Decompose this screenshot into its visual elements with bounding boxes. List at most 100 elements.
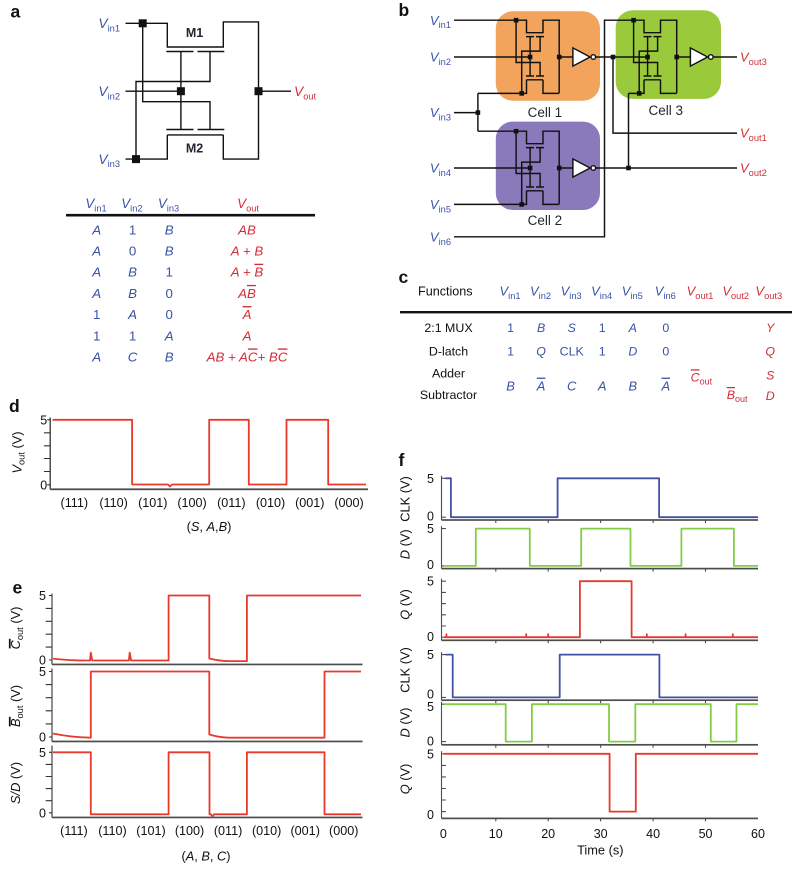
svg-text:1: 1 (129, 328, 136, 343)
svg-text:B: B (628, 379, 637, 394)
svg-text:e: e (13, 578, 23, 598)
svg-text:(001): (001) (290, 824, 319, 838)
svg-text:0: 0 (662, 345, 669, 359)
svg-text:A: A (91, 265, 101, 280)
svg-text:A: A (536, 379, 546, 394)
svg-text:Vin3: Vin3 (430, 105, 451, 122)
svg-text:D: D (628, 345, 637, 359)
svg-text:(S, A,B): (S, A,B) (187, 519, 232, 534)
svg-text:A: A (597, 379, 607, 394)
svg-text:AB + AC+ BC: AB + AC+ BC (206, 349, 288, 364)
svg-text:a: a (11, 1, 21, 21)
svg-text:(100): (100) (175, 824, 204, 838)
svg-text:S: S (766, 368, 775, 382)
svg-text:Subtractor: Subtractor (420, 388, 477, 402)
svg-text:5: 5 (427, 575, 434, 589)
svg-text:Vout (V): Vout (V) (10, 431, 27, 473)
svg-text:c: c (399, 267, 409, 287)
svg-text:B: B (128, 265, 137, 280)
svg-text:D (V): D (V) (398, 708, 413, 738)
svg-text:C: C (128, 349, 138, 364)
svg-text:M1: M1 (186, 26, 203, 40)
svg-text:(001): (001) (295, 496, 324, 510)
svg-text:1: 1 (93, 307, 100, 322)
svg-text:0: 0 (129, 244, 136, 259)
svg-text:0: 0 (39, 654, 46, 668)
svg-text:1: 1 (165, 265, 172, 280)
svg-text:B: B (165, 244, 174, 259)
svg-text:Vin3: Vin3 (561, 284, 582, 301)
svg-text:20: 20 (541, 827, 555, 841)
svg-text:A: A (660, 379, 670, 394)
svg-text:AB: AB (237, 286, 256, 301)
svg-text:D (V): D (V) (398, 529, 413, 559)
svg-text:d: d (9, 396, 20, 416)
svg-text:40: 40 (646, 827, 660, 841)
svg-text:1: 1 (599, 321, 606, 335)
svg-text:B: B (128, 286, 137, 301)
svg-text:Vout3: Vout3 (755, 284, 782, 301)
svg-text:5: 5 (427, 700, 434, 714)
svg-text:1: 1 (129, 222, 136, 237)
svg-text:A: A (91, 349, 101, 364)
svg-text:Vout2: Vout2 (740, 161, 767, 178)
svg-text:Vin3: Vin3 (98, 152, 120, 169)
svg-text:Vin2: Vin2 (430, 50, 451, 67)
svg-text:Time (s): Time (s) (577, 843, 623, 858)
svg-text:0: 0 (39, 806, 46, 820)
svg-text:B: B (165, 222, 174, 237)
svg-text:0: 0 (165, 286, 172, 301)
svg-text:A: A (242, 328, 252, 343)
svg-text:0: 0 (39, 731, 46, 745)
svg-text:D: D (766, 389, 775, 403)
svg-text:2:1 MUX: 2:1 MUX (424, 321, 472, 335)
svg-text:Vin5: Vin5 (622, 284, 643, 301)
svg-text:60: 60 (751, 827, 765, 841)
svg-text:Vin3: Vin3 (158, 196, 179, 213)
svg-text:1: 1 (507, 345, 514, 359)
svg-text:Cell 3: Cell 3 (649, 103, 684, 118)
svg-text:5: 5 (427, 522, 434, 536)
svg-text:S: S (568, 321, 577, 335)
svg-text:0: 0 (440, 827, 447, 841)
svg-text:Vin2: Vin2 (121, 196, 142, 213)
svg-text:Q: Q (765, 345, 775, 359)
svg-text:A + B: A + B (230, 244, 264, 259)
svg-text:Vout: Vout (237, 196, 259, 213)
svg-text:A: A (91, 286, 101, 301)
svg-text:f: f (399, 450, 405, 470)
svg-text:Vin4: Vin4 (591, 284, 612, 301)
svg-text:Vout2: Vout2 (722, 284, 749, 301)
svg-text:Adder: Adder (432, 367, 465, 381)
svg-text:Vout1: Vout1 (687, 284, 714, 301)
svg-text:A + B: A + B (230, 265, 264, 280)
svg-text:30: 30 (594, 827, 608, 841)
svg-text:(110): (110) (99, 496, 127, 510)
svg-text:Cell 1: Cell 1 (528, 105, 563, 120)
svg-text:(010): (010) (256, 496, 285, 510)
svg-text:D-latch: D-latch (429, 345, 468, 359)
svg-text:0: 0 (427, 558, 434, 572)
svg-text:(000): (000) (334, 496, 363, 510)
svg-text:(101): (101) (138, 496, 167, 510)
svg-text:A: A (91, 222, 101, 237)
svg-text:(110): (110) (98, 824, 126, 838)
svg-text:AB: AB (237, 222, 256, 237)
svg-text:B: B (506, 379, 515, 394)
svg-text:5: 5 (427, 747, 434, 761)
svg-text:Vin1: Vin1 (85, 196, 106, 213)
svg-text:50: 50 (699, 827, 713, 841)
svg-text:(011): (011) (214, 824, 242, 838)
svg-text:B: B (165, 349, 174, 364)
svg-text:(101): (101) (136, 824, 165, 838)
svg-text:Vout3: Vout3 (740, 50, 767, 67)
svg-text:Functions: Functions (418, 285, 473, 299)
svg-text:5: 5 (39, 665, 46, 679)
svg-text:5: 5 (39, 589, 46, 603)
svg-text:Vin6: Vin6 (655, 284, 676, 301)
svg-text:Bout: Bout (727, 388, 748, 404)
svg-text:(111): (111) (60, 824, 88, 838)
svg-text:CLK (V): CLK (V) (398, 476, 413, 522)
svg-text:Vout1: Vout1 (740, 126, 767, 143)
svg-text:0: 0 (427, 734, 434, 748)
